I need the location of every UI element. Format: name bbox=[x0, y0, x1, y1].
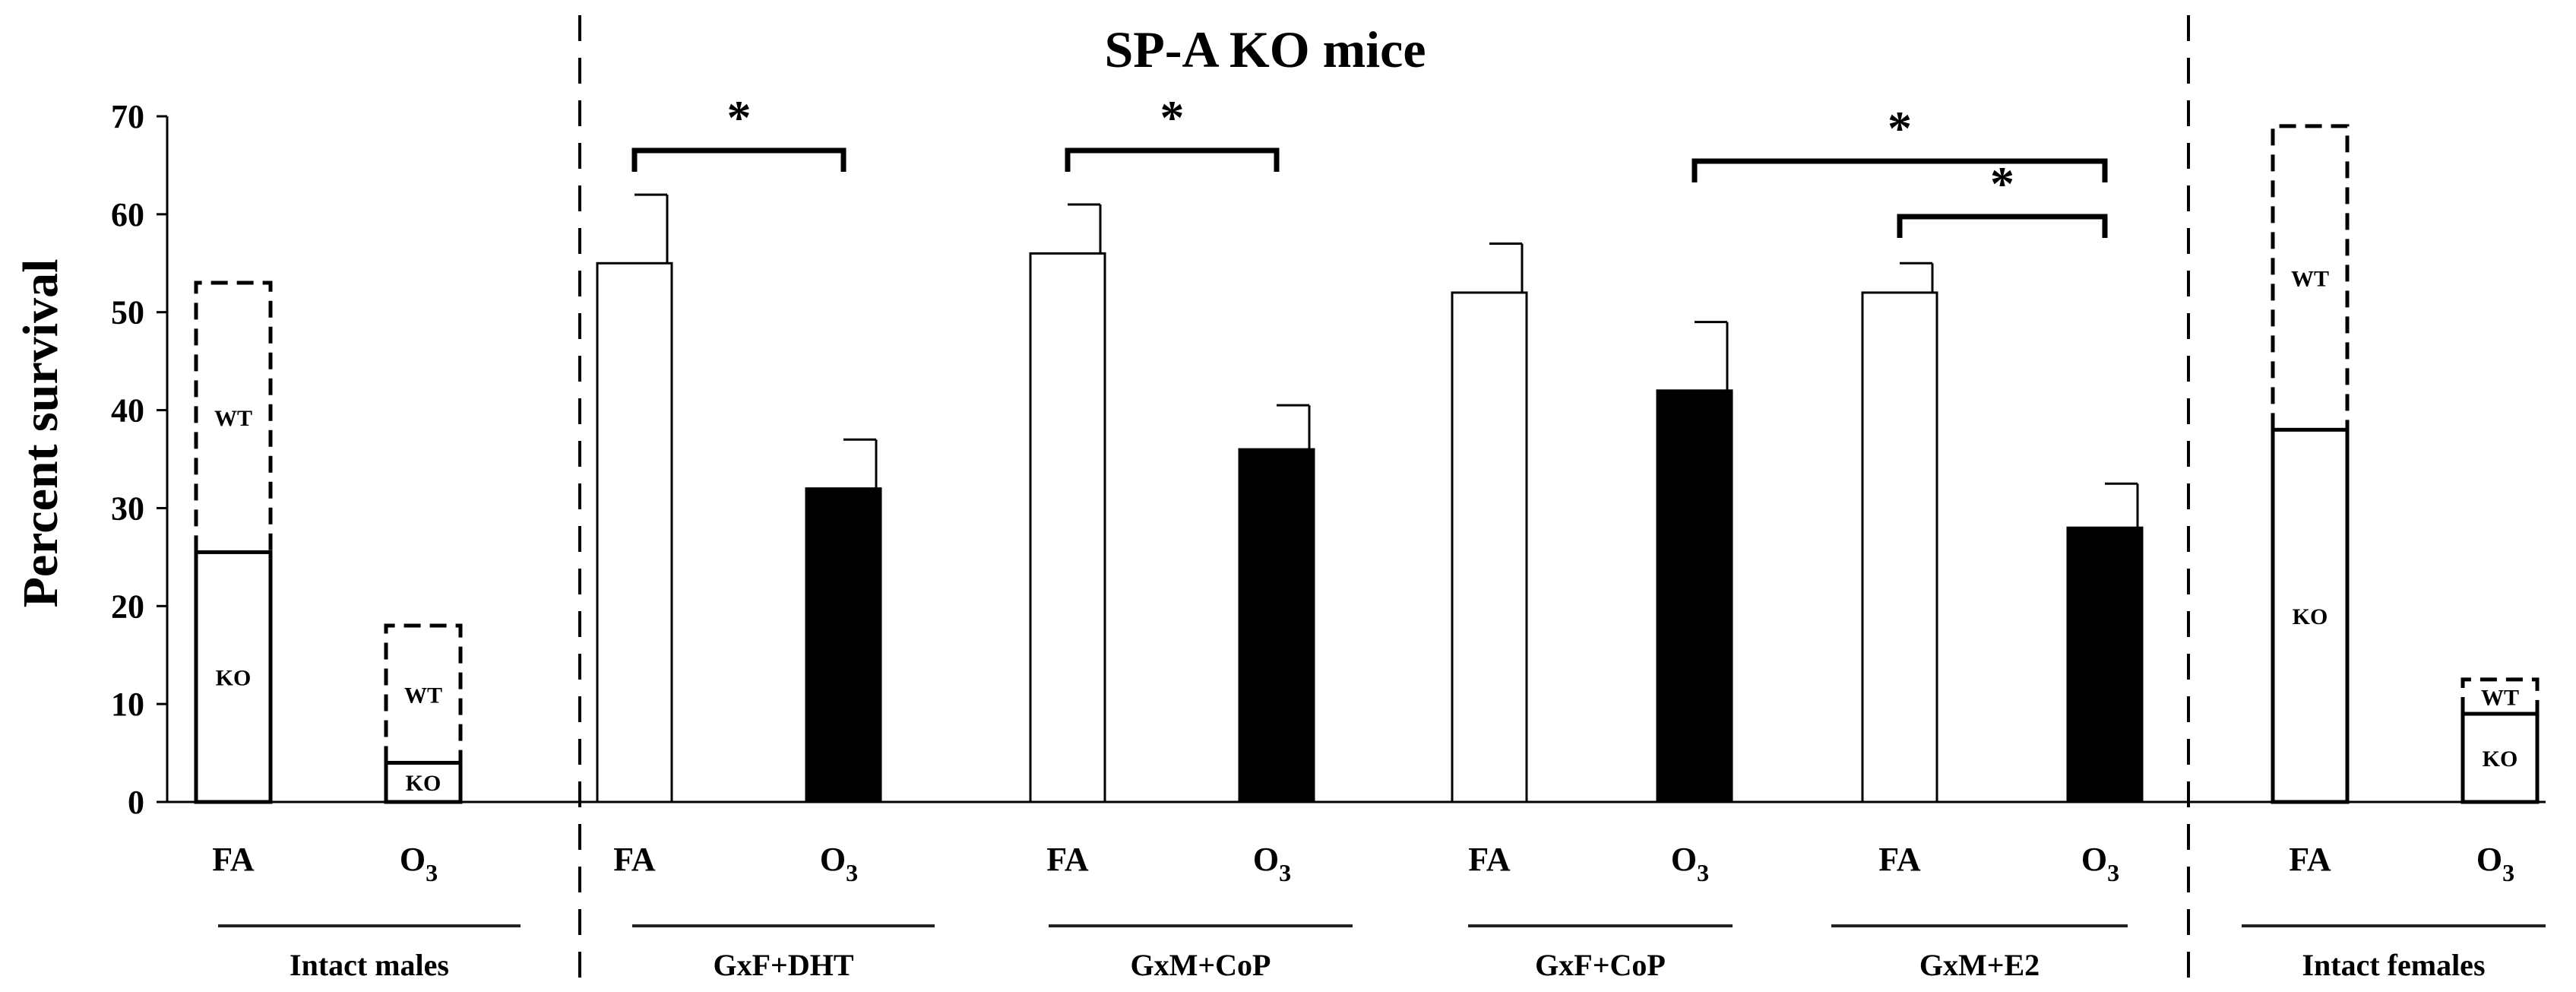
bar bbox=[1238, 448, 1315, 803]
x-tick-label: O3 bbox=[2081, 841, 2119, 886]
significance-bracket bbox=[631, 147, 847, 172]
bar-ko-label: KO bbox=[2293, 604, 2328, 629]
y-tick-label: 10 bbox=[111, 686, 144, 723]
y-tick-label: 20 bbox=[111, 588, 144, 625]
bars: KO WT FA KO WT O3 FA O3 FA O3 FA O3 FA O3 KO WT FA KO WT O3 bbox=[194, 124, 2540, 886]
bar-ko bbox=[384, 760, 463, 804]
y-tick-label: 50 bbox=[111, 294, 144, 331]
group-label: Intact males bbox=[290, 948, 449, 982]
bar-ko-label: KO bbox=[216, 666, 252, 691]
x-tick-label: O3 bbox=[820, 841, 858, 886]
bar-wt-dashed bbox=[194, 280, 273, 553]
group-label: GxM+CoP bbox=[1131, 948, 1271, 982]
annotations: Intact males GxF+DHT GxM+CoP GxF+CoP GxM+E2 I… bbox=[218, 90, 2546, 982]
x-tick-label: FA bbox=[1046, 841, 1089, 878]
x-tick-label: FA bbox=[1878, 841, 1921, 878]
x-tick-label: O3 bbox=[400, 841, 438, 886]
bar-ko bbox=[2460, 712, 2540, 804]
group-label: Intact females bbox=[2302, 948, 2485, 982]
bar bbox=[2066, 526, 2144, 803]
axes: 0 10 20 30 40 50 60 70 bbox=[111, 15, 2546, 988]
bar bbox=[1861, 291, 1938, 803]
significance-star: * bbox=[1160, 90, 1185, 144]
y-tick-label: 0 bbox=[128, 784, 144, 821]
x-tick-label: FA bbox=[2289, 841, 2331, 878]
bar-wt-label: WT bbox=[2481, 685, 2519, 710]
y-axis-title: Percent survival bbox=[13, 259, 68, 608]
x-tick-label: O3 bbox=[2476, 841, 2514, 886]
bar bbox=[1656, 389, 1733, 803]
y-tick-label: 60 bbox=[111, 196, 144, 233]
bar-ko-label: KO bbox=[406, 771, 441, 796]
x-tick-label: O3 bbox=[1671, 841, 1709, 886]
bar-wt-label: WT bbox=[404, 683, 442, 708]
x-tick-label: FA bbox=[212, 841, 255, 878]
group-label: GxF+CoP bbox=[1535, 948, 1666, 982]
x-tick-label: FA bbox=[1468, 841, 1511, 878]
bar-wt-label: WT bbox=[214, 406, 252, 431]
bar bbox=[1029, 252, 1106, 803]
y-tick-label: 40 bbox=[111, 392, 144, 429]
bar-wt-label: WT bbox=[2291, 267, 2329, 292]
bar-ko-label: KO bbox=[2483, 746, 2518, 772]
chart-title: SP-A KO mice bbox=[1104, 21, 1426, 78]
significance-star: * bbox=[1888, 101, 1912, 155]
bar-wt-dashed bbox=[2271, 124, 2350, 430]
significance-star: * bbox=[727, 90, 752, 144]
bar bbox=[596, 261, 673, 803]
x-tick-label: FA bbox=[613, 841, 656, 878]
bar-ko bbox=[2271, 427, 2350, 804]
significance-bracket bbox=[1691, 158, 2108, 182]
y-tick-label: 30 bbox=[111, 490, 144, 527]
significance-bracket bbox=[1065, 147, 1280, 172]
group-label: GxM+E2 bbox=[1919, 948, 2040, 982]
x-tick-label: O3 bbox=[1253, 841, 1291, 886]
bar bbox=[1451, 291, 1528, 803]
significance-bracket bbox=[1897, 214, 2108, 238]
significance-star: * bbox=[1990, 157, 2014, 211]
bar-ko bbox=[194, 550, 273, 804]
bar bbox=[805, 487, 882, 803]
y-tick-label: 70 bbox=[111, 98, 144, 135]
group-label: GxF+DHT bbox=[713, 948, 853, 982]
